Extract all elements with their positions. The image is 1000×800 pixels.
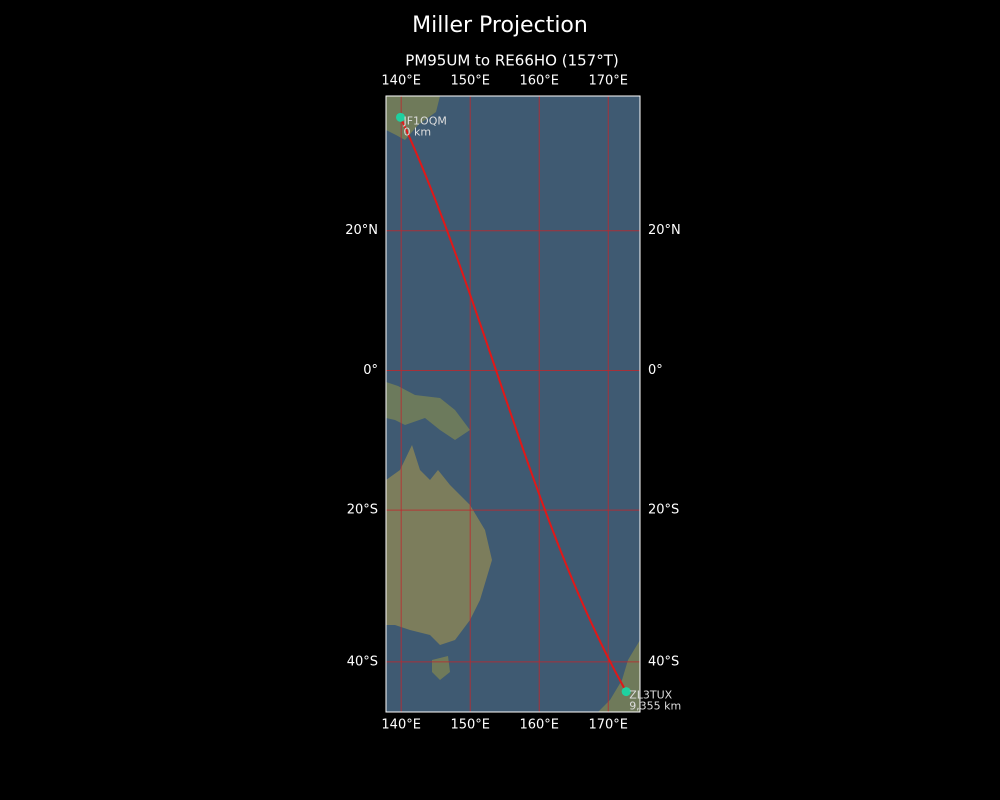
y-tick-label: 0° xyxy=(363,363,378,378)
y-tick-label: 40°S xyxy=(347,654,378,669)
graticule xyxy=(386,96,640,712)
y-tick-label: 40°S xyxy=(648,654,679,669)
x-tick-label: 140°E xyxy=(381,718,421,733)
station-name: JF1OQM xyxy=(402,114,446,127)
station-distance: 0 km xyxy=(403,125,431,138)
map-frame xyxy=(385,95,641,713)
y-tick-label: 0° xyxy=(648,363,663,378)
y-tick-label: 20°N xyxy=(648,223,681,238)
x-tick-label: 140°E xyxy=(381,74,421,89)
land-australia xyxy=(386,445,492,645)
y-tick-label: 20°S xyxy=(347,503,378,518)
x-tick-label: 160°E xyxy=(519,718,559,733)
y-tick-label: 20°S xyxy=(648,503,679,518)
station-marker xyxy=(395,112,405,122)
x-tick-label: 170°E xyxy=(588,718,628,733)
x-tick-label: 160°E xyxy=(519,74,559,89)
land-new-guinea xyxy=(386,382,470,440)
map-imagery xyxy=(386,96,640,712)
station-distance: 9,355 km xyxy=(629,700,681,713)
land-japan xyxy=(386,96,440,140)
labels: 140°E 140°E 150°E 150°E 160°E 160°E 170°E 170°E… xyxy=(345,74,681,733)
x-tick-label: 170°E xyxy=(588,74,628,89)
x-tick-label: 150°E xyxy=(450,74,490,89)
great-circle-path xyxy=(399,116,628,693)
x-tick-label: 150°E xyxy=(450,718,490,733)
station-name: ZL3TUX xyxy=(629,689,672,702)
station-marker xyxy=(621,687,631,697)
title: Miller Projection xyxy=(412,13,588,38)
y-tick-label: 20°N xyxy=(345,223,378,238)
subtitle: PM95UM to RE66HO (157°T) xyxy=(405,52,618,70)
